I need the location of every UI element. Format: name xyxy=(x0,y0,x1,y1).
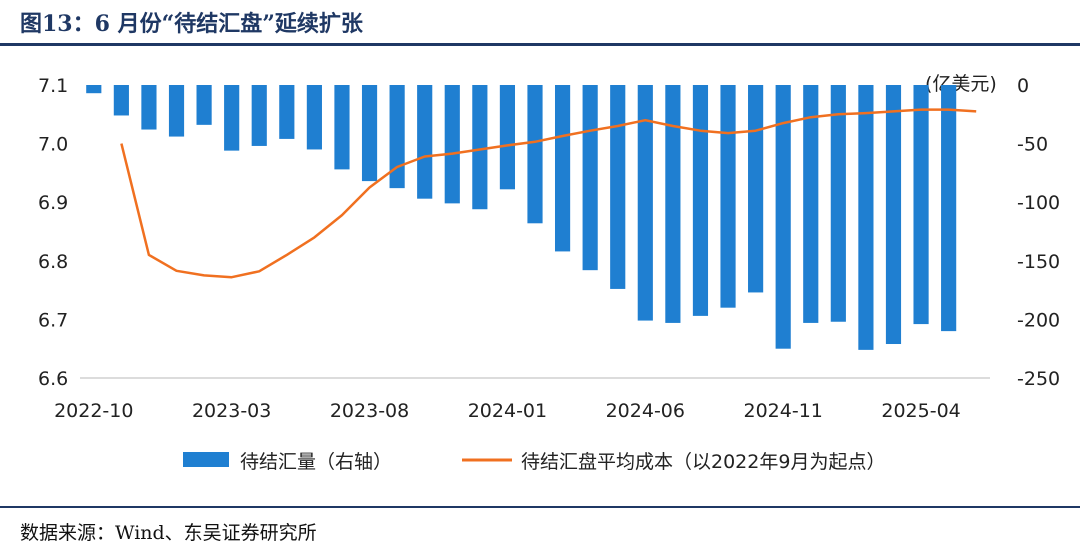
x-axis-tick: 2024-01 xyxy=(468,400,547,422)
bar xyxy=(444,85,460,204)
bar xyxy=(913,85,929,325)
x-axis-tick: 2022-10 xyxy=(54,400,133,422)
bar xyxy=(637,85,653,321)
bar xyxy=(251,85,267,146)
bar xyxy=(196,85,212,125)
bar xyxy=(554,85,571,252)
x-axis-tick: 2024-06 xyxy=(606,400,685,422)
bar xyxy=(141,85,157,130)
bar xyxy=(830,85,846,322)
bar xyxy=(113,85,129,116)
bar xyxy=(389,85,405,189)
title-divider xyxy=(0,43,1080,46)
bar xyxy=(306,85,322,150)
legend-line-label: 待结汇盘平均成本（以2022年9月为起点） xyxy=(521,451,885,473)
bar xyxy=(720,85,736,308)
bar xyxy=(858,85,874,350)
right-axis-tick: -150 xyxy=(1017,251,1060,273)
bar xyxy=(279,85,295,139)
line-series xyxy=(120,108,977,279)
right-axis-tick: -50 xyxy=(1017,134,1048,156)
right-axis-tick: 0 xyxy=(1017,75,1029,97)
left-axis-tick: 7.0 xyxy=(38,134,68,156)
right-axis-tick: -250 xyxy=(1017,368,1060,390)
bar xyxy=(665,85,681,323)
left-axis-tick: 7.1 xyxy=(38,75,68,97)
bar xyxy=(361,85,378,182)
bar xyxy=(748,85,764,293)
source-note: 数据来源：Wind、东吴证券研究所 xyxy=(20,522,317,544)
bar xyxy=(86,85,102,94)
chart-title: 图13：6 月份“待结汇盘”延续扩张 xyxy=(20,11,363,37)
x-axis-tick: 2025-04 xyxy=(881,400,960,422)
legend-bar-label: 待结汇量（右轴） xyxy=(240,451,392,473)
right-axis-unit: (亿美元) xyxy=(925,73,997,95)
right-axis-tick: -200 xyxy=(1017,309,1060,331)
bar xyxy=(803,85,819,323)
bar xyxy=(417,85,433,199)
left-axis-tick: 6.8 xyxy=(38,251,68,273)
bar xyxy=(527,85,543,224)
x-axis-tick: 2024-11 xyxy=(743,400,822,422)
bar xyxy=(941,85,957,332)
bar xyxy=(334,85,350,170)
left-axis-tick: 6.7 xyxy=(38,309,68,331)
bar xyxy=(885,85,902,345)
bar xyxy=(692,85,709,316)
footer-divider xyxy=(0,506,1080,508)
left-axis-tick: 6.9 xyxy=(38,192,68,214)
bar xyxy=(224,85,240,151)
bar xyxy=(499,85,516,190)
left-axis-tick: 6.6 xyxy=(38,368,68,390)
x-axis-tick: 2023-08 xyxy=(330,400,409,422)
legend-bar-swatch xyxy=(183,452,229,467)
bar xyxy=(775,85,791,349)
right-axis-tick: -100 xyxy=(1017,192,1060,214)
bar xyxy=(472,85,488,210)
bar xyxy=(168,85,185,137)
x-axis-tick: 2023-03 xyxy=(192,400,271,422)
bar xyxy=(582,85,598,271)
bar xyxy=(610,85,626,289)
